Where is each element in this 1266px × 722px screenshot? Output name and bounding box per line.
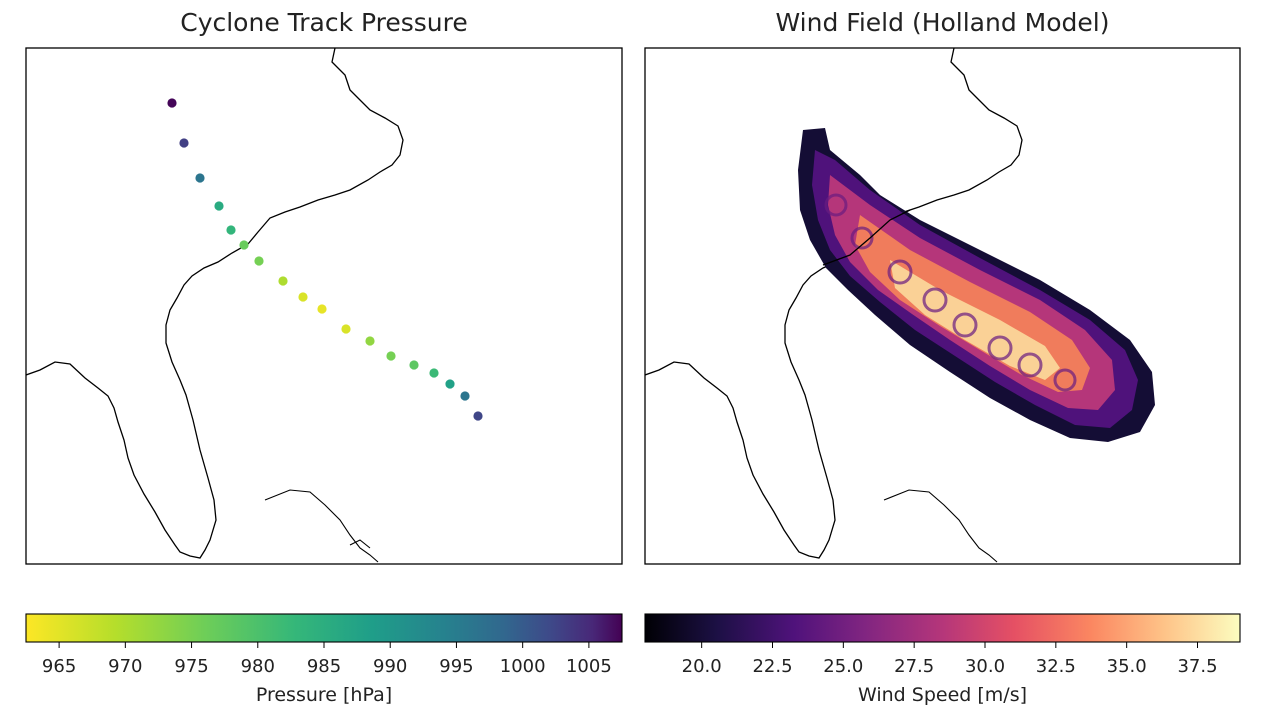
left-panel-title: Cyclone Track Pressure [180, 8, 468, 37]
pressure-colorbar-label: Pressure [hPa] [255, 684, 393, 706]
track-point [167, 98, 177, 108]
wind-eye-ring [850, 226, 874, 250]
track-point [179, 138, 189, 148]
colorbar-tick-label: 1005 [566, 656, 612, 677]
colorbar-tick-label: 22.5 [752, 656, 792, 677]
colorbar-tick-label: 1000 [500, 656, 546, 677]
pressure-colorbar: 965 970 975 980 985 990 995 1000 1005 [25, 613, 623, 677]
wind-eye-ring [824, 193, 848, 217]
left-map-axes [25, 47, 623, 565]
colorbar-tick-label: 30.0 [965, 656, 1005, 677]
colorbar-tick-label: 965 [42, 656, 76, 677]
track-point [239, 240, 249, 250]
colorbar-tick-label: 985 [307, 656, 341, 677]
wind-eye-ring [1053, 368, 1077, 392]
track-point [278, 276, 288, 286]
track-points [167, 98, 483, 421]
track-point [226, 225, 236, 235]
track-point [460, 391, 470, 401]
wind-colorbar-label: Wind Speed [m/s] [857, 684, 1028, 706]
track-point [254, 256, 264, 266]
colorbar-tick-label: 995 [439, 656, 473, 677]
wind-field-heatmap [798, 128, 1155, 442]
left-bahamas-coast [264, 489, 379, 563]
colorbar-tick-label: 990 [373, 656, 407, 677]
colorbar-tick-label: 970 [108, 656, 142, 677]
colorbar-tick-label: 32.5 [1036, 656, 1076, 677]
wind-colorbar-bar [644, 613, 1241, 643]
track-point [445, 379, 455, 389]
colorbar-tick-label: 975 [174, 656, 208, 677]
track-point [429, 368, 439, 378]
wind-eye-ring [952, 312, 978, 338]
track-point [298, 292, 308, 302]
left-bahamas-island [349, 539, 371, 549]
pressure-colorbar-ticks: 965 970 975 980 985 990 995 1000 1005 [42, 642, 612, 677]
colorbar-tick-label: 35.0 [1107, 656, 1147, 677]
track-point [473, 411, 483, 421]
wind-colorbar-ticks: 20.0 22.5 25.0 27.5 30.0 32.5 35.0 37.5 [682, 642, 1218, 677]
track-point [195, 173, 205, 183]
colorbar-tick-label: 20.0 [682, 656, 722, 677]
right-coastline-overlay [822, 209, 911, 266]
right-panel-title: Wind Field (Holland Model) [775, 8, 1110, 37]
pressure-colorbar-bar [25, 613, 623, 643]
wind-eye-ring [922, 287, 948, 313]
wind-eye-ring [1017, 352, 1043, 378]
right-bahamas-coast [883, 489, 998, 563]
colorbar-tick-label: 27.5 [894, 656, 934, 677]
track-point [409, 360, 419, 370]
colorbar-tick-label: 25.0 [823, 656, 863, 677]
track-point [317, 304, 327, 314]
wind-eye-ring [987, 335, 1013, 361]
track-point [341, 324, 351, 334]
wind-colorbar: 20.0 22.5 25.0 27.5 30.0 32.5 35.0 37.5 [644, 613, 1241, 677]
colorbar-tick-label: 37.5 [1177, 656, 1217, 677]
colorbar-tick-label: 980 [241, 656, 275, 677]
right-map-axes [644, 47, 1241, 565]
track-point [386, 351, 396, 361]
track-point [365, 336, 375, 346]
wind-eye-ring [887, 259, 913, 285]
track-point [214, 201, 224, 211]
